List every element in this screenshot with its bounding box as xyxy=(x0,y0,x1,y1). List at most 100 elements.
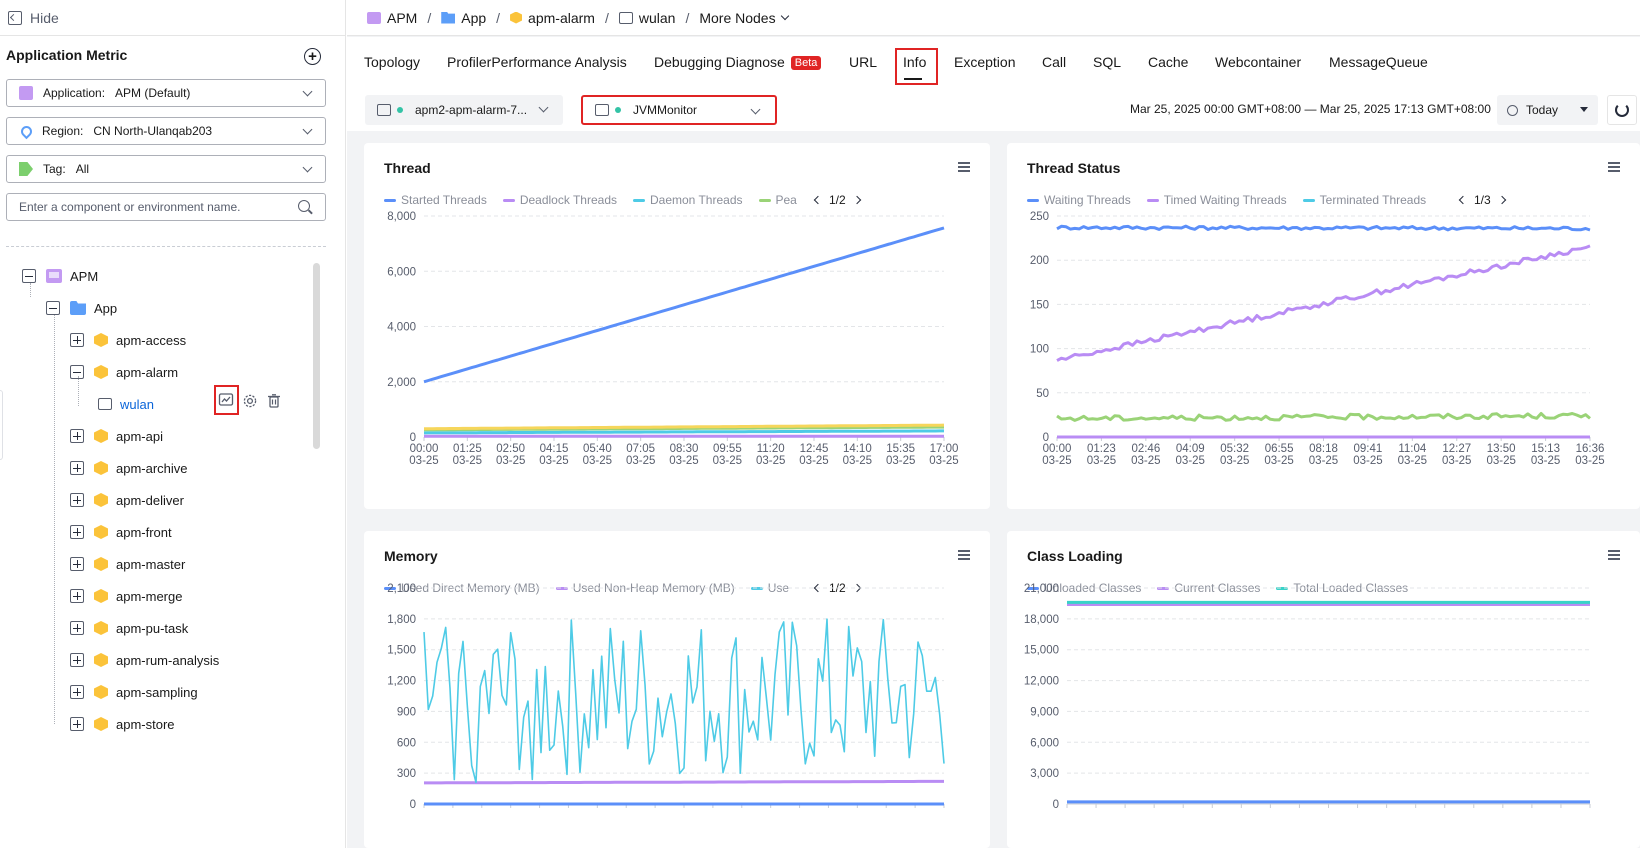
y-tick-label: 0 xyxy=(410,432,416,444)
component-icon xyxy=(94,621,108,635)
tag-icon xyxy=(19,162,33,176)
tab-call[interactable]: Call xyxy=(1042,54,1067,70)
expand-toggle[interactable] xyxy=(70,429,84,443)
tree-node-component[interactable]: apm-api xyxy=(70,426,163,446)
tab-debugging-diagnose[interactable]: Debugging Diagnose Beta xyxy=(654,54,822,70)
x-tick-date: 03-25 xyxy=(1531,455,1560,467)
region-select[interactable]: Region: CN North-Ulanqab203 xyxy=(6,117,326,145)
thread-status-chart: 05010015020025000:0003-2501:2303-2502:46… xyxy=(1030,211,1605,467)
component-icon xyxy=(94,429,108,443)
tree-node-component[interactable]: apm-master xyxy=(70,554,185,574)
tree-node-component[interactable]: apm-alarm xyxy=(70,362,178,382)
collapse-toggle[interactable] xyxy=(22,269,36,283)
legend-item[interactable]: Pea xyxy=(758,193,797,207)
tab-cache[interactable]: Cache xyxy=(1148,54,1189,70)
legend-swatch xyxy=(633,198,645,202)
breadcrumb-item[interactable]: wulan xyxy=(638,9,676,26)
delete-icon[interactable] xyxy=(266,393,282,409)
tree-node-component[interactable]: apm-archive xyxy=(70,458,188,478)
legend-item[interactable]: Started Threads xyxy=(384,193,487,207)
application-label: Application: xyxy=(43,86,106,100)
x-tick-label: 13:50 xyxy=(1487,443,1516,455)
application-select[interactable]: Application: APM (Default) xyxy=(6,79,326,107)
tree-node-component[interactable]: apm-sampling xyxy=(70,682,198,702)
legend-label: Pea xyxy=(775,193,797,207)
chart-title: Thread xyxy=(384,160,431,176)
x-tick-date: 03-25 xyxy=(1398,455,1427,467)
expand-toggle[interactable] xyxy=(70,557,84,571)
collapse-toggle[interactable] xyxy=(70,365,84,379)
legend-item[interactable]: Used Direct Memory (MB) xyxy=(384,581,540,595)
expand-toggle[interactable] xyxy=(70,525,84,539)
tab-webcontainer[interactable]: Webcontainer xyxy=(1215,54,1302,70)
hide-sidebar-button[interactable]: Hide xyxy=(0,0,346,36)
tab-exception[interactable]: Exception xyxy=(954,54,1016,70)
menu-icon[interactable] xyxy=(958,550,970,560)
legend-item[interactable]: Timed Waiting Threads xyxy=(1146,193,1287,207)
tree-node-app[interactable]: App xyxy=(46,298,117,318)
expand-toggle[interactable] xyxy=(70,717,84,731)
tree-node-component[interactable]: apm-deliver xyxy=(70,490,184,510)
x-tick-date: 03-25 xyxy=(799,455,828,467)
more-nodes-dropdown[interactable]: More Nodes xyxy=(699,9,776,26)
component-icon xyxy=(510,11,523,24)
expand-toggle[interactable] xyxy=(70,461,84,475)
gear-icon[interactable] xyxy=(242,393,258,409)
expand-toggle[interactable] xyxy=(70,653,84,667)
tree-scrollbar[interactable] xyxy=(313,263,320,449)
tree-node-component[interactable]: apm-merge xyxy=(70,586,182,606)
expand-toggle[interactable] xyxy=(70,333,84,347)
tree-node-component[interactable]: apm-front xyxy=(70,522,172,542)
breadcrumb-item[interactable]: apm-alarm xyxy=(528,9,595,26)
x-tick-date: 03-25 xyxy=(1042,455,1071,467)
expand-toggle[interactable] xyxy=(70,621,84,635)
breadcrumb-separator: / xyxy=(427,9,432,26)
x-tick-label: 00:00 xyxy=(410,443,439,455)
collapse-toggle[interactable] xyxy=(46,301,60,315)
add-icon[interactable]: + xyxy=(304,48,321,65)
legend-item[interactable]: Waiting Threads xyxy=(1027,193,1131,207)
x-tick-date: 03-25 xyxy=(1131,455,1160,467)
tab-messagequeue[interactable]: MessageQueue xyxy=(1329,54,1428,70)
legend-item[interactable]: Used Non-Heap Memory (MB) xyxy=(555,581,735,595)
tab-info[interactable]: Info xyxy=(903,54,927,70)
tab-profiler-performance-analysis[interactable]: ProfilerPerformance Analysis xyxy=(447,54,627,70)
tree-node-component[interactable]: apm-pu-task xyxy=(70,618,188,638)
monitor-icon[interactable] xyxy=(218,392,234,408)
monitor-select[interactable]: JVMMonitor xyxy=(581,95,777,125)
tree-node-label: apm-merge xyxy=(116,588,183,604)
legend-item[interactable]: Daemon Threads xyxy=(633,193,743,207)
legend-item[interactable]: Terminated Threads xyxy=(1302,193,1426,207)
legend-item[interactable]: Deadlock Threads xyxy=(502,193,617,207)
tree-node-component[interactable]: apm-store xyxy=(70,714,175,734)
expand-toggle[interactable] xyxy=(70,685,84,699)
tab-url[interactable]: URL xyxy=(849,54,878,70)
instance-select[interactable]: apm2-apm-alarm-7... xyxy=(365,95,563,125)
time-period-select[interactable]: Today xyxy=(1497,95,1598,125)
menu-icon[interactable] xyxy=(958,162,970,172)
x-tick-date: 03-25 xyxy=(1442,455,1471,467)
search-icon[interactable] xyxy=(298,200,310,212)
tree-node-component[interactable]: apm-rum-analysis xyxy=(70,650,219,670)
component-search-input[interactable] xyxy=(6,193,326,221)
legend-item[interactable]: Unloaded Classes xyxy=(1027,581,1141,595)
highlight-box xyxy=(214,385,239,415)
menu-icon[interactable] xyxy=(1608,162,1620,172)
refresh-button[interactable] xyxy=(1607,95,1637,125)
tree-node-environment[interactable]: wulan xyxy=(98,394,154,414)
tab-topology[interactable]: Topology xyxy=(364,54,421,70)
sidebar-edge-handle[interactable] xyxy=(0,390,3,460)
tree-node-component[interactable]: apm-access xyxy=(70,330,186,350)
breadcrumb-item[interactable]: App xyxy=(461,9,487,26)
tree-node-apm[interactable]: APM xyxy=(22,266,98,286)
y-tick-label: 300 xyxy=(397,768,416,780)
tab-sql[interactable]: SQL xyxy=(1093,54,1122,70)
breadcrumb-item[interactable]: APM xyxy=(387,9,418,26)
expand-toggle[interactable] xyxy=(70,493,84,507)
series-line-yellow xyxy=(424,423,945,431)
series-line-green xyxy=(1056,412,1591,422)
tag-select[interactable]: Tag: All xyxy=(6,155,326,183)
expand-toggle[interactable] xyxy=(70,589,84,603)
memory-chart-card: Memory Used Direct Memory (MB) Used Non-… xyxy=(364,531,990,848)
menu-icon[interactable] xyxy=(1608,550,1620,560)
